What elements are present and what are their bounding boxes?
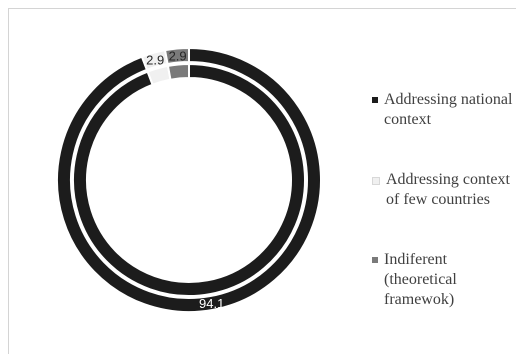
ring-2-slice-national <box>72 62 306 297</box>
legend-swatch-few-countries <box>372 177 380 185</box>
legend-label-few-countries: Addressing context of few countries <box>386 171 510 208</box>
legend-swatch-indiferent <box>372 257 378 263</box>
data-label-few-countries: 2.9 <box>146 53 164 68</box>
chart-data-labels: 94.1 2.9 2.9 <box>146 49 224 311</box>
ring-1-slice-indiferent <box>163 46 190 66</box>
legend-item-indiferent: Indiferent (theoretical framewok) <box>372 250 514 310</box>
ring-2-slice-indiferent <box>166 62 190 81</box>
data-label-national: 94.1 <box>199 296 224 311</box>
data-label-indiferent: 2.9 <box>169 49 187 64</box>
legend-item-national: Addressing national context <box>372 90 514 130</box>
legend-label-indiferent: Indiferent (theoretical framewok) <box>384 251 457 308</box>
ring-1-slice-national <box>56 46 322 313</box>
legend-swatch-national <box>372 97 378 103</box>
chart-rings <box>56 46 322 313</box>
chart-frame <box>8 8 516 354</box>
legend-label-national: Addressing national context <box>384 91 513 128</box>
legend-item-few-countries: Addressing context of few countries <box>372 170 516 210</box>
